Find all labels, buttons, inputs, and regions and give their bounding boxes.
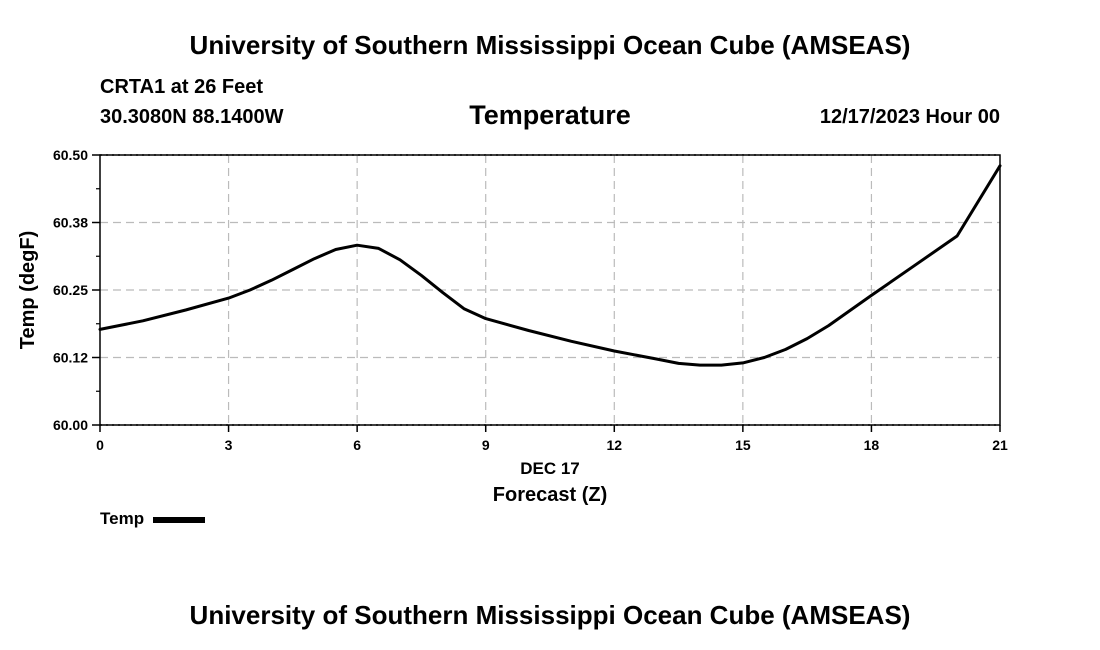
x-axis: 0 3 6 9 12 15 18 21	[96, 425, 1008, 453]
chart-title: University of Southern Mississippi Ocean…	[189, 30, 911, 60]
x-tick-label: 0	[96, 437, 104, 453]
x-axis-date-label: DEC 17	[520, 459, 580, 478]
y-tick-label: 60.25	[53, 282, 88, 298]
variable-title: Temperature	[469, 100, 631, 130]
y-tick-label: 60.00	[53, 417, 88, 433]
y-tick-label: 60.50	[53, 147, 88, 163]
x-tick-label: 6	[353, 437, 361, 453]
forecast-datetime: 12/17/2023 Hour 00	[819, 106, 1000, 128]
y-axis-label: Temp (degF)	[17, 231, 39, 350]
legend-line-swatch	[153, 517, 206, 523]
series-line-temp	[98, 164, 1002, 367]
x-tick-label: 18	[864, 437, 880, 453]
y-tick-label: 60.38	[53, 215, 88, 231]
x-tick-label: 15	[735, 437, 751, 453]
plot-frame	[99, 154, 1001, 426]
x-tick-label: 12	[606, 437, 622, 453]
x-tick-label: 3	[225, 437, 233, 453]
x-tick-label: 9	[482, 437, 490, 453]
station-label: CRTA1 at 26 Feet	[100, 76, 264, 98]
legend: Temp	[100, 509, 206, 529]
grid	[100, 154, 1000, 426]
x-tick-label: 21	[992, 437, 1008, 453]
footer-title: University of Southern Mississippi Ocean…	[189, 600, 911, 630]
legend-label: Temp	[100, 509, 145, 528]
x-axis-label: Forecast (Z)	[493, 484, 607, 506]
y-tick-label: 60.12	[53, 350, 88, 366]
station-coordinates: 30.3080N 88.1400W	[100, 106, 284, 128]
y-axis: 60.00 60.12 60.25 60.38 60.50	[53, 147, 100, 433]
